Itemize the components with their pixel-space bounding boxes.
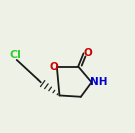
Text: NH: NH (90, 77, 108, 87)
Text: O: O (49, 62, 58, 72)
Text: Cl: Cl (9, 50, 21, 60)
Text: O: O (83, 48, 92, 58)
